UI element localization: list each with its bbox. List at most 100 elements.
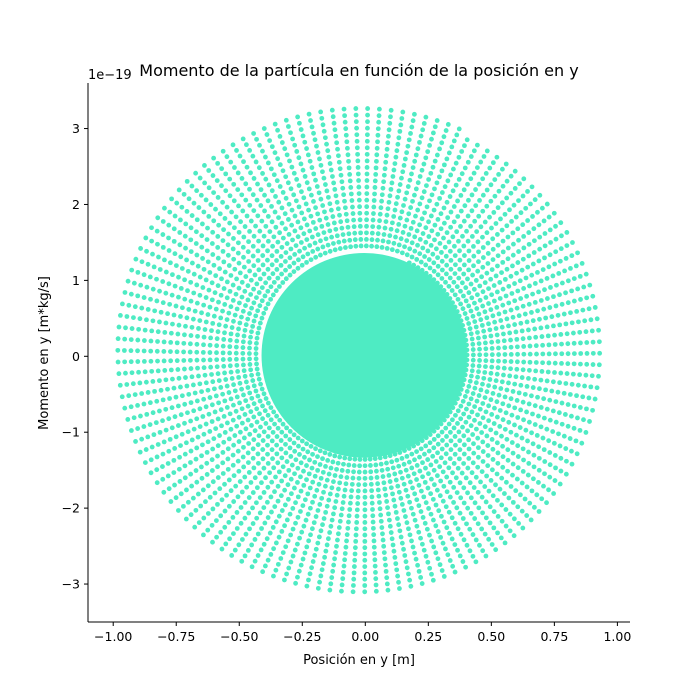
data-point <box>177 242 183 248</box>
data-point <box>204 472 210 477</box>
data-point <box>293 520 298 526</box>
x-tick-label: 0.25 <box>414 629 442 644</box>
data-point <box>173 495 179 501</box>
data-point <box>174 349 180 355</box>
data-point <box>527 351 533 357</box>
data-point <box>406 526 411 532</box>
data-point <box>438 211 444 217</box>
data-point <box>530 261 536 267</box>
data-point <box>477 283 483 289</box>
data-point <box>538 424 544 430</box>
data-point <box>493 273 499 279</box>
data-point <box>493 326 499 331</box>
data-point <box>177 454 182 460</box>
data-point <box>499 379 505 385</box>
data-point <box>331 220 337 226</box>
data-point <box>317 448 323 454</box>
data-point <box>393 201 399 207</box>
data-point <box>201 357 206 363</box>
data-point <box>213 273 219 279</box>
data-point <box>547 417 553 423</box>
data-point <box>305 449 311 455</box>
data-point <box>417 222 423 228</box>
data-point <box>122 359 128 365</box>
data-point <box>171 457 177 463</box>
data-point <box>408 225 414 231</box>
data-point <box>170 376 175 382</box>
data-point <box>242 327 248 333</box>
data-point <box>351 576 357 582</box>
data-point <box>480 264 486 270</box>
data-point <box>512 298 518 304</box>
data-point <box>364 165 370 170</box>
data-point <box>154 454 160 460</box>
data-point <box>132 392 138 398</box>
data-point <box>592 305 598 310</box>
data-point <box>141 424 147 429</box>
data-point <box>423 239 429 245</box>
data-point <box>161 339 167 345</box>
data-point <box>314 487 320 493</box>
data-point <box>532 376 538 382</box>
data-point <box>261 465 267 471</box>
data-point <box>201 209 207 215</box>
data-point <box>173 303 179 309</box>
data-point <box>290 136 295 142</box>
data-point <box>341 192 347 198</box>
data-point <box>163 269 169 275</box>
data-point <box>194 357 200 363</box>
data-point <box>509 218 514 224</box>
data-point <box>183 221 189 227</box>
data-point <box>487 327 493 333</box>
data-point <box>452 400 458 406</box>
data-point <box>228 369 234 375</box>
data-point <box>541 396 547 402</box>
data-point <box>392 451 398 457</box>
data-point <box>468 423 474 429</box>
data-point <box>521 359 527 365</box>
data-point <box>306 186 312 192</box>
data-point <box>452 253 458 258</box>
data-point <box>197 406 203 412</box>
data-point <box>456 429 462 435</box>
data-point <box>320 244 326 250</box>
data-point <box>461 243 467 249</box>
data-point <box>516 237 521 243</box>
data-point <box>483 352 489 358</box>
data-point <box>382 454 388 460</box>
data-point <box>477 406 483 412</box>
data-point <box>544 500 549 506</box>
data-point <box>265 442 270 448</box>
data-point <box>441 162 447 168</box>
data-point <box>223 541 229 547</box>
data-point <box>480 303 486 309</box>
data-point <box>317 156 322 162</box>
data-point <box>230 298 236 303</box>
data-point <box>520 256 526 262</box>
data-point <box>241 333 247 339</box>
data-point <box>340 569 346 575</box>
data-point <box>214 364 220 370</box>
data-point <box>521 351 527 357</box>
data-point <box>184 209 190 214</box>
data-point <box>249 542 255 548</box>
data-point <box>541 483 546 489</box>
data-point <box>344 475 350 480</box>
data-point <box>269 479 275 485</box>
data-point <box>547 462 553 468</box>
data-point <box>416 529 422 535</box>
data-point <box>390 491 395 497</box>
data-point <box>445 178 451 184</box>
data-point <box>154 480 160 486</box>
data-point <box>232 433 238 438</box>
data-point <box>163 377 169 383</box>
data-point <box>128 359 134 365</box>
data-point <box>300 167 306 173</box>
data-point <box>510 450 516 456</box>
data-point <box>209 457 215 463</box>
data-point <box>416 568 422 574</box>
data-point <box>480 439 486 445</box>
data-point <box>363 243 369 249</box>
data-point <box>216 322 222 328</box>
data-point <box>515 454 521 459</box>
